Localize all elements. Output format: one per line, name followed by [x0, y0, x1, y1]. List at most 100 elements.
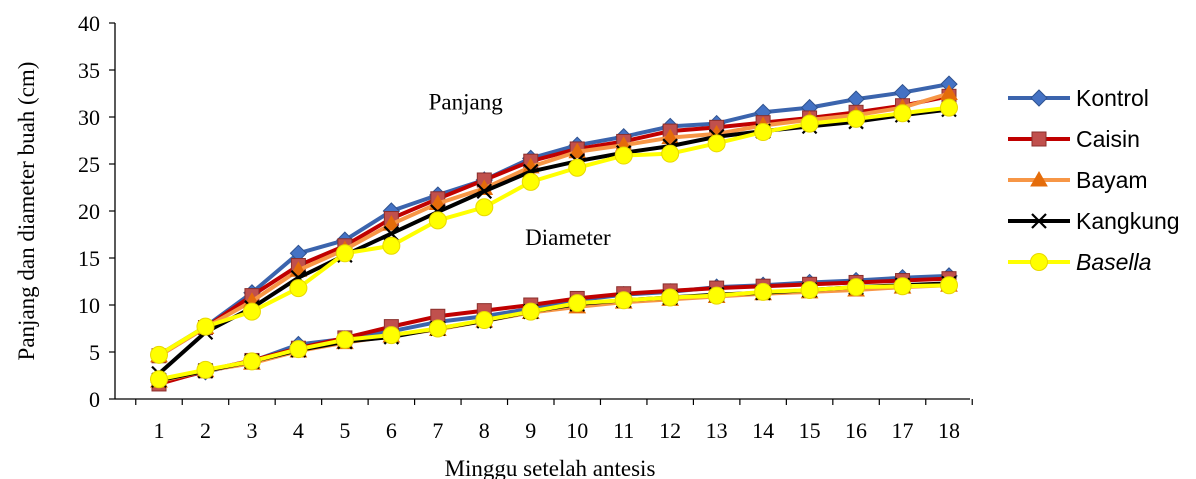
- axes: [114, 23, 970, 400]
- legend: Kontrol Caisin Bayam Kangkung Basella: [1008, 85, 1180, 275]
- x-tick-label: 14: [752, 418, 774, 443]
- data-point: [661, 128, 680, 145]
- data-point: [940, 98, 958, 117]
- x-tick-label: 16: [845, 418, 867, 443]
- y-tick-label: 0: [89, 387, 100, 412]
- data-point: [893, 104, 912, 123]
- series-layer: [150, 75, 958, 392]
- y-tick-label: 40: [78, 11, 100, 36]
- legend-label: Caisin: [1076, 126, 1140, 152]
- series-basella-diameter: [150, 276, 958, 389]
- x-tick-label: 8: [479, 418, 490, 443]
- legend-marker: [1030, 253, 1048, 271]
- data-point: [382, 236, 401, 255]
- data-point: [800, 114, 819, 133]
- data-point: [150, 345, 168, 364]
- data-point: [196, 317, 215, 336]
- data-point: [289, 279, 308, 298]
- data-point: [335, 244, 354, 263]
- legend-marker: [1031, 131, 1047, 147]
- data-point: [754, 282, 773, 301]
- x-tick-label: 17: [892, 418, 914, 443]
- data-point: [428, 319, 447, 338]
- data-point: [382, 215, 401, 231]
- y-tick-label: 15: [78, 246, 100, 271]
- annotation-label: Panjang: [429, 89, 504, 114]
- legend-label: Kangkung: [1076, 208, 1180, 234]
- annotation-label: Diameter: [525, 225, 611, 250]
- legend-marker: [1031, 213, 1047, 229]
- legend-marker: [1030, 89, 1048, 107]
- y-tick-label: 20: [78, 199, 100, 224]
- data-point: [476, 183, 493, 200]
- data-point: [382, 326, 401, 345]
- y-tick-label: 10: [78, 293, 100, 318]
- data-point: [428, 194, 447, 210]
- data-point: [335, 330, 354, 349]
- x-tick-label: 12: [659, 418, 681, 443]
- data-point: [661, 288, 680, 307]
- data-point: [707, 286, 726, 305]
- data-point: [707, 134, 726, 153]
- x-tick-label: 18: [938, 418, 960, 443]
- y-ticks: 0 5 10 15 20 25 30 35 40: [78, 11, 115, 412]
- x-tick-label: 10: [566, 418, 588, 443]
- legend-item: Basella: [1008, 249, 1151, 275]
- data-point: [242, 352, 261, 371]
- x-tick-label: 15: [799, 418, 821, 443]
- data-point: [568, 294, 587, 313]
- data-point: [242, 302, 261, 321]
- legend-item: Kontrol: [1008, 85, 1149, 111]
- series-basella-panjang: [150, 98, 958, 364]
- data-point: [196, 360, 215, 379]
- x-tick-label: 2: [200, 418, 211, 443]
- x-tick-label: 7: [432, 418, 443, 443]
- data-point: [568, 142, 587, 159]
- x-tick-label: 13: [706, 418, 728, 443]
- data-point: [475, 311, 494, 330]
- legend-label: Bayam: [1076, 167, 1148, 193]
- x-tick-label: 3: [246, 418, 257, 443]
- legend-marker: [1030, 170, 1048, 187]
- data-point: [428, 211, 447, 230]
- data-point: [893, 277, 912, 296]
- x-ticks: 1 2 3 4 5 6 7 8 9 10 11 12 13 14 15 16 17 18: [135, 399, 973, 443]
- data-point: [521, 172, 540, 191]
- data-point: [661, 144, 680, 163]
- series-line: [158, 276, 950, 386]
- data-point: [614, 291, 633, 310]
- data-point: [475, 198, 494, 217]
- data-point: [289, 340, 308, 359]
- legend-item: Caisin: [1008, 126, 1140, 152]
- x-tick-label: 4: [293, 418, 304, 443]
- data-point: [847, 278, 866, 297]
- series-bayam-panjang: [150, 84, 958, 363]
- annotations: Panjang Diameter: [429, 89, 611, 249]
- data-point: [940, 276, 958, 295]
- series-line: [157, 82, 950, 357]
- data-point: [847, 90, 865, 108]
- x-tick-label: 1: [154, 418, 165, 443]
- x-tick-label: 5: [339, 418, 350, 443]
- x-tick-label: 6: [386, 418, 397, 443]
- data-point: [800, 280, 819, 299]
- x-tick-label: 11: [613, 418, 634, 443]
- x-tick-label: 9: [525, 418, 536, 443]
- legend-item: Bayam: [1008, 167, 1148, 193]
- data-point: [568, 158, 587, 177]
- legend-label: Basella: [1076, 249, 1151, 275]
- x-axis-title: Minggu setelah antesis: [445, 456, 656, 479]
- y-tick-label: 5: [89, 340, 100, 365]
- data-point: [521, 302, 540, 321]
- y-tick-label: 25: [78, 152, 100, 177]
- y-tick-label: 30: [78, 105, 100, 130]
- series-line: [157, 94, 950, 358]
- y-tick-label: 35: [78, 58, 100, 83]
- data-point: [893, 83, 912, 102]
- data-point: [754, 123, 773, 142]
- y-axis-title: Panjang dan diameter buah (cm): [14, 62, 39, 361]
- data-point: [847, 109, 866, 128]
- data-point: [614, 146, 633, 165]
- data-point: [150, 370, 168, 389]
